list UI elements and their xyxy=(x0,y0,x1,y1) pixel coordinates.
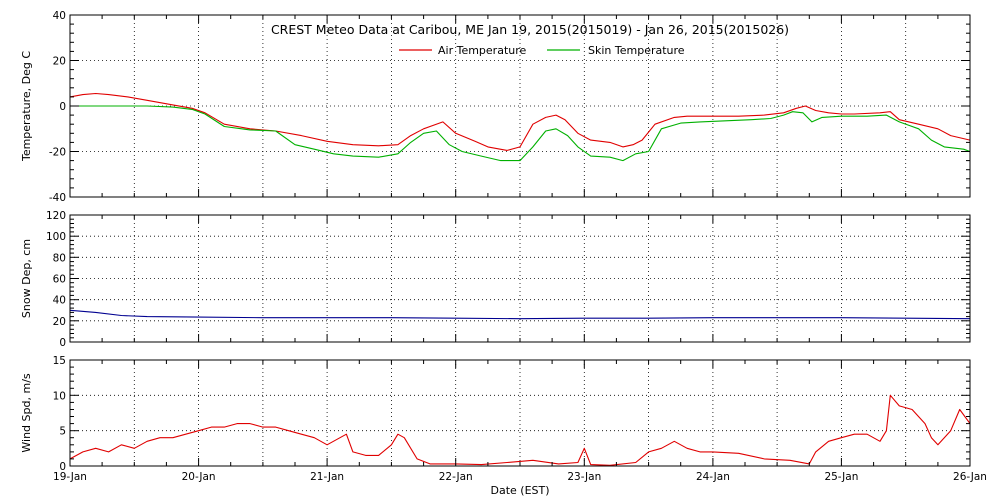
temperature-y-tick-label: -40 xyxy=(49,192,66,204)
snow-depth-y-tick-label: 80 xyxy=(53,252,66,264)
chart-title: CREST Meteo Data at Caribou, ME Jan 19, … xyxy=(271,22,789,37)
wind-speed-y-tick-label: 10 xyxy=(53,390,66,402)
snow-depth-y-tick-label: 120 xyxy=(46,210,66,222)
snow-depth-y-axis-label: Snow Dep, cm xyxy=(20,239,33,318)
x-tick-label: 22-Jan xyxy=(439,471,473,483)
x-tick-label: 23-Jan xyxy=(567,471,601,483)
temperature-y-axis-label: Temperature, Deg C xyxy=(20,51,33,162)
temperature-y-tick-label: 20 xyxy=(53,56,66,68)
x-tick-label: 25-Jan xyxy=(824,471,858,483)
snow-depth-y-tick-label: 40 xyxy=(53,295,66,307)
x-axis-label: Date (EST) xyxy=(490,484,549,497)
wind-speed-series-line-0 xyxy=(69,394,971,466)
snow-depth-y-tick-label: 100 xyxy=(46,231,66,243)
x-tick-label: 19-Jan xyxy=(53,471,87,483)
legend-label-air: Air Temperature xyxy=(438,44,527,57)
temperature-y-tick-label: 0 xyxy=(59,101,66,113)
snow-depth-y-tick-label: 0 xyxy=(59,337,66,349)
x-tick-label: 26-Jan xyxy=(953,471,987,483)
temperature-y-tick-label: -20 xyxy=(49,147,66,159)
x-tick-label: 20-Jan xyxy=(182,471,216,483)
wind-speed-y-axis-label: Wind Spd, m/s xyxy=(20,373,33,453)
temperature-series-line-0 xyxy=(69,92,971,151)
snow-depth-series-line-0 xyxy=(69,309,971,320)
temperature-y-tick-label: 40 xyxy=(53,10,66,22)
snow-depth-y-tick-label: 20 xyxy=(53,316,66,328)
wind-speed-y-tick-label: 5 xyxy=(59,426,66,438)
wind-speed-y-tick-label: 15 xyxy=(53,355,66,367)
wind-speed-y-tick-label: 0 xyxy=(59,461,66,473)
x-tick-label: 21-Jan xyxy=(310,471,344,483)
temperature-series-line-1 xyxy=(70,105,971,162)
x-tick-label: 24-Jan xyxy=(696,471,730,483)
snow-depth-y-tick-label: 60 xyxy=(53,274,66,286)
legend-label-skin: Skin Temperature xyxy=(588,44,685,57)
legend: Air Temperature Skin Temperature xyxy=(399,44,685,57)
